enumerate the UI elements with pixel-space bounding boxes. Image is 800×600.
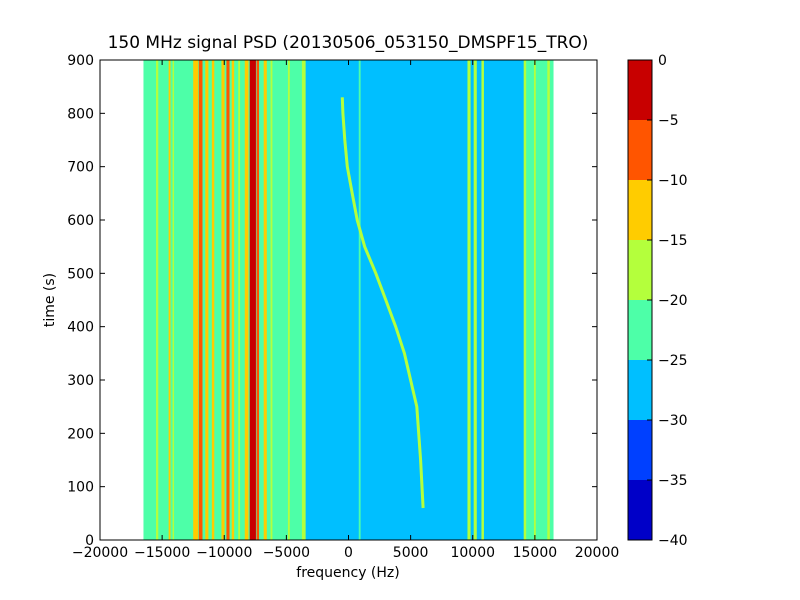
colorbar-segment — [628, 240, 652, 300]
x-tick-label: −15000 — [134, 545, 190, 561]
y-axis: 0 100 200 300 400 500 600 700 800 900 — [67, 53, 597, 549]
y-tick-label: 0 — [85, 533, 94, 549]
colorbar-tick-label: −25 — [658, 353, 688, 369]
heatmap-line — [198, 60, 203, 540]
heatmap-line — [473, 60, 477, 540]
heatmap-line — [547, 60, 550, 540]
y-tick-label: 800 — [67, 106, 94, 122]
colorbar-tick-label: −40 — [658, 533, 688, 549]
colorbar-tick-label: −10 — [658, 173, 688, 189]
x-axis-label: frequency (Hz) — [296, 565, 399, 581]
colorbar-segment — [628, 180, 652, 240]
x-tick-label: −20000 — [72, 545, 128, 561]
x-tick-label: −5000 — [263, 545, 310, 561]
heatmap-line — [481, 60, 484, 540]
colorbar-tick-label: −30 — [658, 413, 688, 429]
colorbar-tick-label: −15 — [658, 233, 688, 249]
colorbar: −40 −35 −30 −25 −20 −15 −10 −5 0 — [627, 53, 688, 549]
heatmap-line — [523, 60, 527, 540]
heatmap-line — [172, 60, 175, 540]
y-tick-label: 600 — [67, 213, 94, 229]
heatmap-line — [270, 60, 273, 540]
colorbar-tick-label: −20 — [658, 293, 688, 309]
colorbar-segment — [628, 120, 652, 180]
colorbar-segment — [628, 420, 652, 480]
drifting-signal — [340, 97, 425, 509]
heatmap-line — [221, 60, 225, 540]
heatmap-line — [211, 60, 215, 540]
heatmap-line — [231, 60, 235, 540]
heatmap-line — [533, 60, 536, 540]
y-tick-label: 200 — [67, 426, 94, 442]
heatmap-line — [168, 60, 171, 540]
y-tick-label: 300 — [67, 373, 94, 389]
plot-area — [99, 59, 598, 541]
heatmap-line — [301, 60, 306, 540]
heatmap-line — [156, 60, 159, 540]
y-tick-label: 400 — [67, 320, 94, 336]
colorbar-tick-label: 0 — [658, 53, 667, 69]
colorbar-segment — [628, 60, 652, 120]
heatmap-line — [238, 60, 241, 540]
y-tick-label: 900 — [67, 53, 94, 69]
y-axis-label: time (s) — [42, 273, 58, 327]
heatmap-line — [205, 60, 209, 540]
x-tick-label: 15000 — [513, 545, 558, 561]
heatmap-line — [467, 60, 471, 540]
y-tick-label: 700 — [67, 160, 94, 176]
colorbar-segment — [628, 360, 652, 420]
heatmap-layer — [143, 60, 554, 540]
heatmap-line — [193, 60, 199, 540]
heatmap-line — [249, 60, 256, 540]
x-tick-label: −10000 — [196, 545, 252, 561]
heatmap-line — [263, 60, 267, 540]
x-tick-label: 0 — [344, 545, 353, 561]
x-tick-label: 5000 — [393, 545, 429, 561]
heatmap-line — [256, 60, 260, 540]
colorbar-segment — [628, 300, 652, 360]
y-tick-label: 500 — [67, 266, 94, 282]
heatmap-line — [287, 60, 290, 540]
colorbar-segment — [628, 480, 652, 540]
heatmap-line — [358, 60, 361, 540]
heatmap-line — [226, 60, 230, 540]
x-axis: −20000 −15000 −10000 −5000 0 5000 10000 15000 20… — [72, 60, 619, 561]
y-tick-label: 100 — [67, 480, 94, 496]
heatmap-line — [244, 60, 249, 540]
colorbar-tick-label: −35 — [658, 473, 688, 489]
chart-title: 150 MHz signal PSD (20130506_053150_DMSP… — [108, 33, 589, 53]
x-tick-label: 10000 — [450, 545, 495, 561]
x-tick-label: 20000 — [575, 545, 620, 561]
colorbar-tick-label: −5 — [658, 113, 679, 129]
